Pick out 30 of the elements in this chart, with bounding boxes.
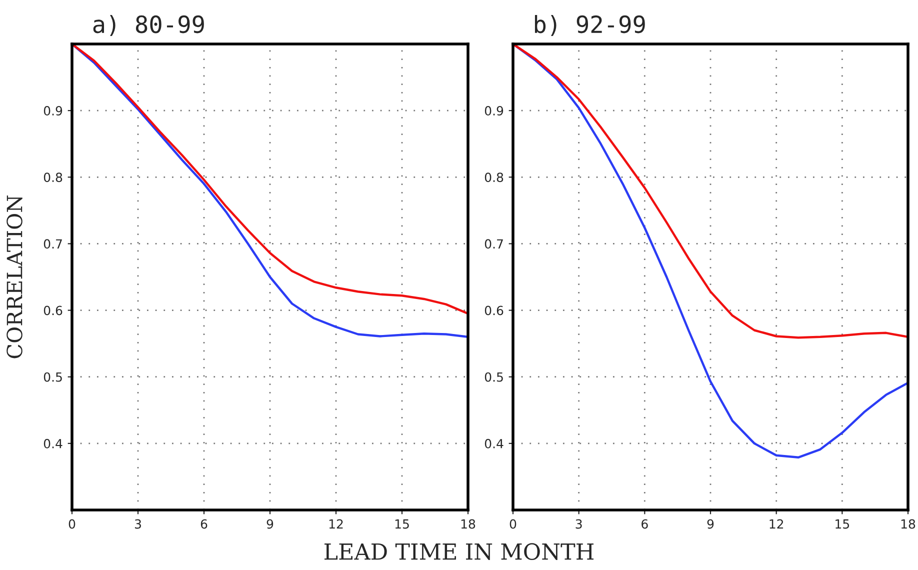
y-tick-label: 0.9 [484,106,504,116]
x-tick-label: 9 [266,519,274,529]
x-tick-label: 0 [68,519,76,529]
y-tick-label: 0.7 [484,239,503,249]
x-tick-label: 6 [642,519,648,529]
x-tick-label: 15 [395,519,409,529]
y-tick-label: 0.5 [44,372,62,382]
y-tick-label: 0.4 [484,438,504,448]
y-tick-label: 0.7 [44,239,62,249]
y-tick-label: 0.9 [44,106,62,116]
y-tick-label: 0.4 [44,438,62,448]
chart-title: b) 92-99 [534,14,645,36]
x-tick-label: 0 [510,519,516,529]
y-tick-label: 0.6 [484,306,504,316]
x-tick-label: 12 [329,519,343,529]
y-tick-label: 0.5 [484,372,503,382]
x-tick-label: 18 [901,519,916,529]
y-tick-label: 0.6 [44,306,62,316]
y-axis-title: CORRELATION [6,196,22,358]
x-tick-label: 3 [134,519,141,529]
x-tick-label: 15 [836,519,850,529]
x-tick-label: 12 [770,519,784,529]
y-tick-label: 0.8 [44,172,62,182]
x-tick-label: 6 [200,519,208,529]
x-tick-label: 3 [576,519,582,529]
chart-title: a) 80-99 [93,14,204,36]
y-tick-label: 0.8 [484,172,504,182]
x-tick-label: 9 [707,519,714,529]
x-tick-label: 18 [461,519,476,529]
x-axis-title: LEAD TIME IN MONTH [324,543,594,560]
